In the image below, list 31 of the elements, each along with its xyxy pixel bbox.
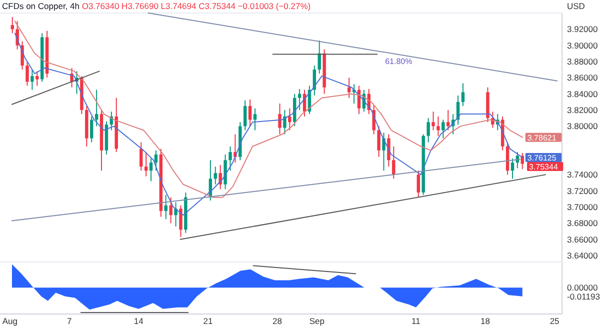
x-tick-label: 18 xyxy=(480,316,490,326)
x-tick-label: 11 xyxy=(412,316,421,326)
y-tick-label: -0.01193 xyxy=(567,291,600,302)
y-tick-label: 0.00000 xyxy=(567,282,598,293)
y-axis-title: USD xyxy=(567,1,585,11)
y-tick-label: 3.72000 xyxy=(567,186,598,196)
y-tick-label: 3.70000 xyxy=(567,202,598,212)
y-tick-label: 3.90000 xyxy=(567,40,598,50)
y-tick-label: 3.84000 xyxy=(567,88,598,99)
data-label: 3.76125 xyxy=(527,154,557,163)
text: 3.75344 xyxy=(528,162,558,172)
y-tick-label: 3.80000 xyxy=(567,121,598,132)
y-tick-label: 3.74000 xyxy=(567,170,598,180)
x-tick-label: Aug xyxy=(2,316,18,326)
y-tick-label: 3.64000 xyxy=(567,250,598,261)
x-tick-label: 7 xyxy=(66,316,72,326)
x-tick-label: 28 xyxy=(272,316,282,326)
y-tick-label: 3.82000 xyxy=(567,105,598,116)
text: O3.76340 H3.76690 L3.74694 C3.75344 −0.01003 (−0.27%) xyxy=(82,1,311,11)
data-label: 3.78621 xyxy=(527,133,557,142)
y-tick-label: 3.92000 xyxy=(567,24,598,34)
y-tick-label: 3.86000 xyxy=(567,72,598,83)
y-tick-label: 3.68000 xyxy=(567,218,598,228)
x-tick-label: Sep xyxy=(309,316,325,326)
x-tick-label: 21 xyxy=(203,316,213,326)
y-tick-label: 3.66000 xyxy=(567,234,598,244)
chart-title: CFDs on Copper, 4h xyxy=(2,1,82,11)
x-tick-label: 25 xyxy=(550,316,560,326)
y-tick-label: 3.88000 xyxy=(567,56,598,67)
annotation: 61.80% xyxy=(385,57,412,66)
x-tick-label: 14 xyxy=(134,316,144,326)
